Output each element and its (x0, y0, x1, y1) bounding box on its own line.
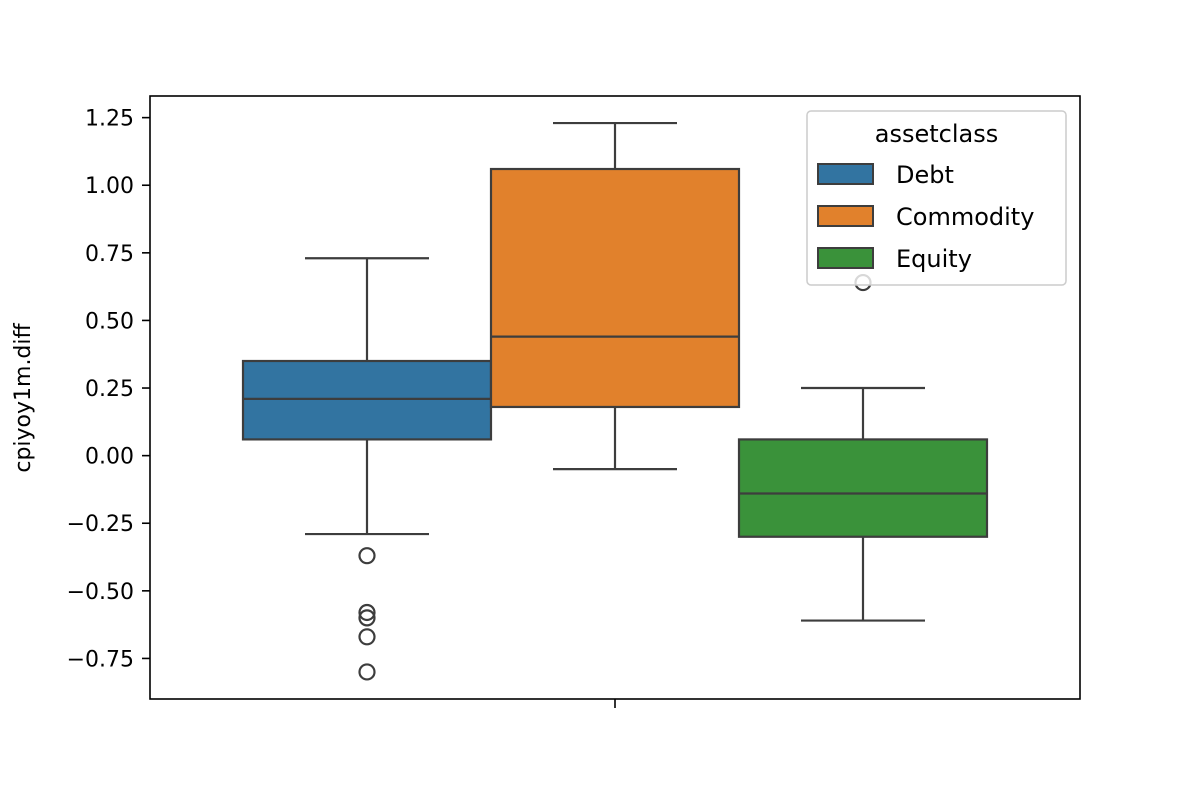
box-equity (737, 273, 989, 622)
legend-title: assetclass (875, 120, 998, 148)
legend: assetclass Debt Commodity Equity (806, 110, 1067, 286)
y-tick-label: 0.00 (85, 445, 134, 470)
legend-label: Debt (896, 161, 954, 189)
outlier-point (358, 609, 376, 627)
box-commodity (489, 121, 741, 471)
legend-label: Commodity (896, 203, 1034, 231)
box-iqr (489, 167, 741, 409)
outlier-point (358, 547, 376, 565)
outlier-point (358, 663, 376, 681)
legend-swatch (817, 163, 874, 185)
y-tick-label: 0.50 (85, 309, 134, 334)
outlier-point (358, 603, 376, 622)
y-tick-label: 1.25 (85, 107, 134, 132)
y-tick-label: −0.50 (67, 580, 134, 605)
plot-frame (149, 95, 1081, 700)
legend-label: Equity (896, 245, 972, 273)
boxes (241, 121, 989, 681)
box-debt (241, 257, 493, 681)
outlier-point (358, 628, 376, 646)
legend-swatch (817, 247, 874, 269)
y-axis-label: cpiyoy1m.diff (11, 322, 36, 472)
y-tick-label: 1.00 (85, 174, 134, 199)
y-axis: −0.75 −0.50 −0.25 0.00 0.25 0.50 0.75 1.00 1.25 (67, 107, 150, 672)
y-tick-label: 0.75 (85, 242, 134, 267)
y-tick-label: 0.25 (85, 377, 134, 402)
y-tick-label: −0.75 (67, 647, 134, 672)
box-iqr (737, 438, 989, 538)
y-tick-label: −0.25 (67, 512, 134, 537)
legend-swatch (817, 205, 874, 227)
box-iqr (241, 359, 493, 441)
legend-box (806, 110, 1067, 286)
